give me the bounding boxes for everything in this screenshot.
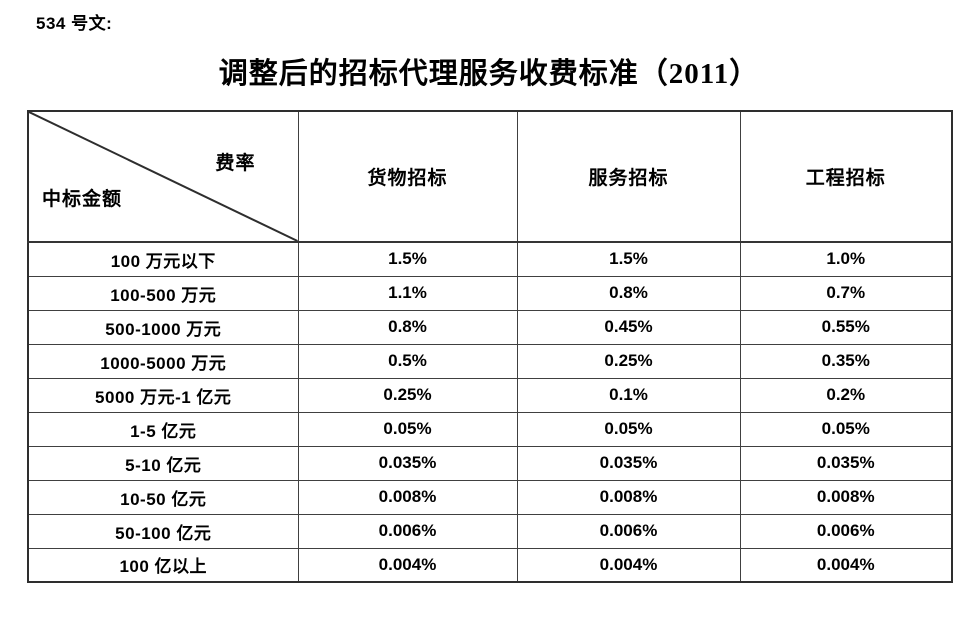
- page-title: 调整后的招标代理服务收费标准（2011）: [218, 58, 760, 90]
- row-label-cell: 100 亿以上: [27, 547, 299, 583]
- row-label-cell: 500-1000 万元: [27, 309, 299, 345]
- row-label-cell: 1000-5000 万元: [27, 343, 299, 379]
- fee-value-cell: 1.0%: [739, 241, 953, 277]
- document-number-label: 534 号文:: [36, 14, 113, 33]
- fee-value-cell: 0.25%: [516, 343, 741, 379]
- table-row: 1-5 亿元 0.05% 0.05% 0.05%: [27, 411, 953, 447]
- fee-value-cell: 0.035%: [516, 445, 741, 481]
- fee-value-cell: 1.5%: [516, 241, 741, 277]
- table-row: 1000-5000 万元 0.5% 0.25% 0.35%: [27, 343, 953, 379]
- table-row: 50-100 亿元 0.006% 0.006% 0.006%: [27, 513, 953, 549]
- fee-value-cell: 0.035%: [297, 445, 518, 481]
- fee-value-cell: 0.8%: [516, 275, 741, 311]
- row-label-cell: 5000 万元-1 亿元: [27, 377, 299, 413]
- fee-value-cell: 0.004%: [516, 547, 741, 583]
- corner-label-award-amount: 中标金额: [42, 189, 123, 210]
- corner-label-rate: 费率: [215, 153, 256, 174]
- fee-value-cell: 0.05%: [739, 411, 953, 447]
- column-header-service-tender: 服务招标: [516, 110, 741, 243]
- table-row: 100-500 万元 1.1% 0.8% 0.7%: [27, 275, 953, 311]
- fee-value-cell: 0.45%: [516, 309, 741, 345]
- row-label-cell: 10-50 亿元: [27, 479, 299, 515]
- row-label-cell: 1-5 亿元: [27, 411, 299, 447]
- fee-standard-table: 费率 中标金额 货物招标 服务招标 工程招标 100 万元以下 1.5% 1.5…: [27, 110, 953, 583]
- table-row: 5-10 亿元 0.035% 0.035% 0.035%: [27, 445, 953, 481]
- fee-value-cell: 0.008%: [297, 479, 518, 515]
- row-label-cell: 50-100 亿元: [27, 513, 299, 549]
- header-row: 费率 中标金额 货物招标 服务招标 工程招标: [27, 110, 953, 243]
- fee-value-cell: 0.004%: [739, 547, 953, 583]
- table-row: 100 亿以上 0.004% 0.004% 0.004%: [27, 547, 953, 583]
- row-label-cell: 100 万元以下: [27, 241, 299, 277]
- table-row: 10-50 亿元 0.008% 0.008% 0.008%: [27, 479, 953, 515]
- column-header-goods-tender: 货物招标: [297, 110, 518, 243]
- fee-value-cell: 0.8%: [297, 309, 518, 345]
- fee-value-cell: 0.006%: [297, 513, 518, 549]
- table-row: 500-1000 万元 0.8% 0.45% 0.55%: [27, 309, 953, 345]
- fee-value-cell: 0.7%: [739, 275, 953, 311]
- fee-value-cell: 0.006%: [739, 513, 953, 549]
- table-row: 100 万元以下 1.5% 1.5% 1.0%: [27, 241, 953, 277]
- fee-value-cell: 0.25%: [297, 377, 518, 413]
- fee-value-cell: 0.004%: [297, 547, 518, 583]
- diagonal-divider-line: [29, 112, 298, 241]
- fee-value-cell: 0.008%: [739, 479, 953, 515]
- row-label-cell: 5-10 亿元: [27, 445, 299, 481]
- column-header-engineering-tender: 工程招标: [739, 110, 953, 243]
- fee-value-cell: 0.5%: [297, 343, 518, 379]
- row-label-cell: 100-500 万元: [27, 275, 299, 311]
- fee-value-cell: 0.35%: [739, 343, 953, 379]
- fee-value-cell: 0.05%: [297, 411, 518, 447]
- fee-value-cell: 0.05%: [516, 411, 741, 447]
- fee-value-cell: 0.008%: [516, 479, 741, 515]
- fee-value-cell: 0.2%: [739, 377, 953, 413]
- fee-value-cell: 1.5%: [297, 241, 518, 277]
- table-row: 5000 万元-1 亿元 0.25% 0.1% 0.2%: [27, 377, 953, 413]
- fee-value-cell: 0.55%: [739, 309, 953, 345]
- fee-value-cell: 1.1%: [297, 275, 518, 311]
- fee-value-cell: 0.006%: [516, 513, 741, 549]
- fee-value-cell: 0.035%: [739, 445, 953, 481]
- diagonal-header-cell: 费率 中标金额: [27, 110, 299, 243]
- fee-value-cell: 0.1%: [516, 377, 741, 413]
